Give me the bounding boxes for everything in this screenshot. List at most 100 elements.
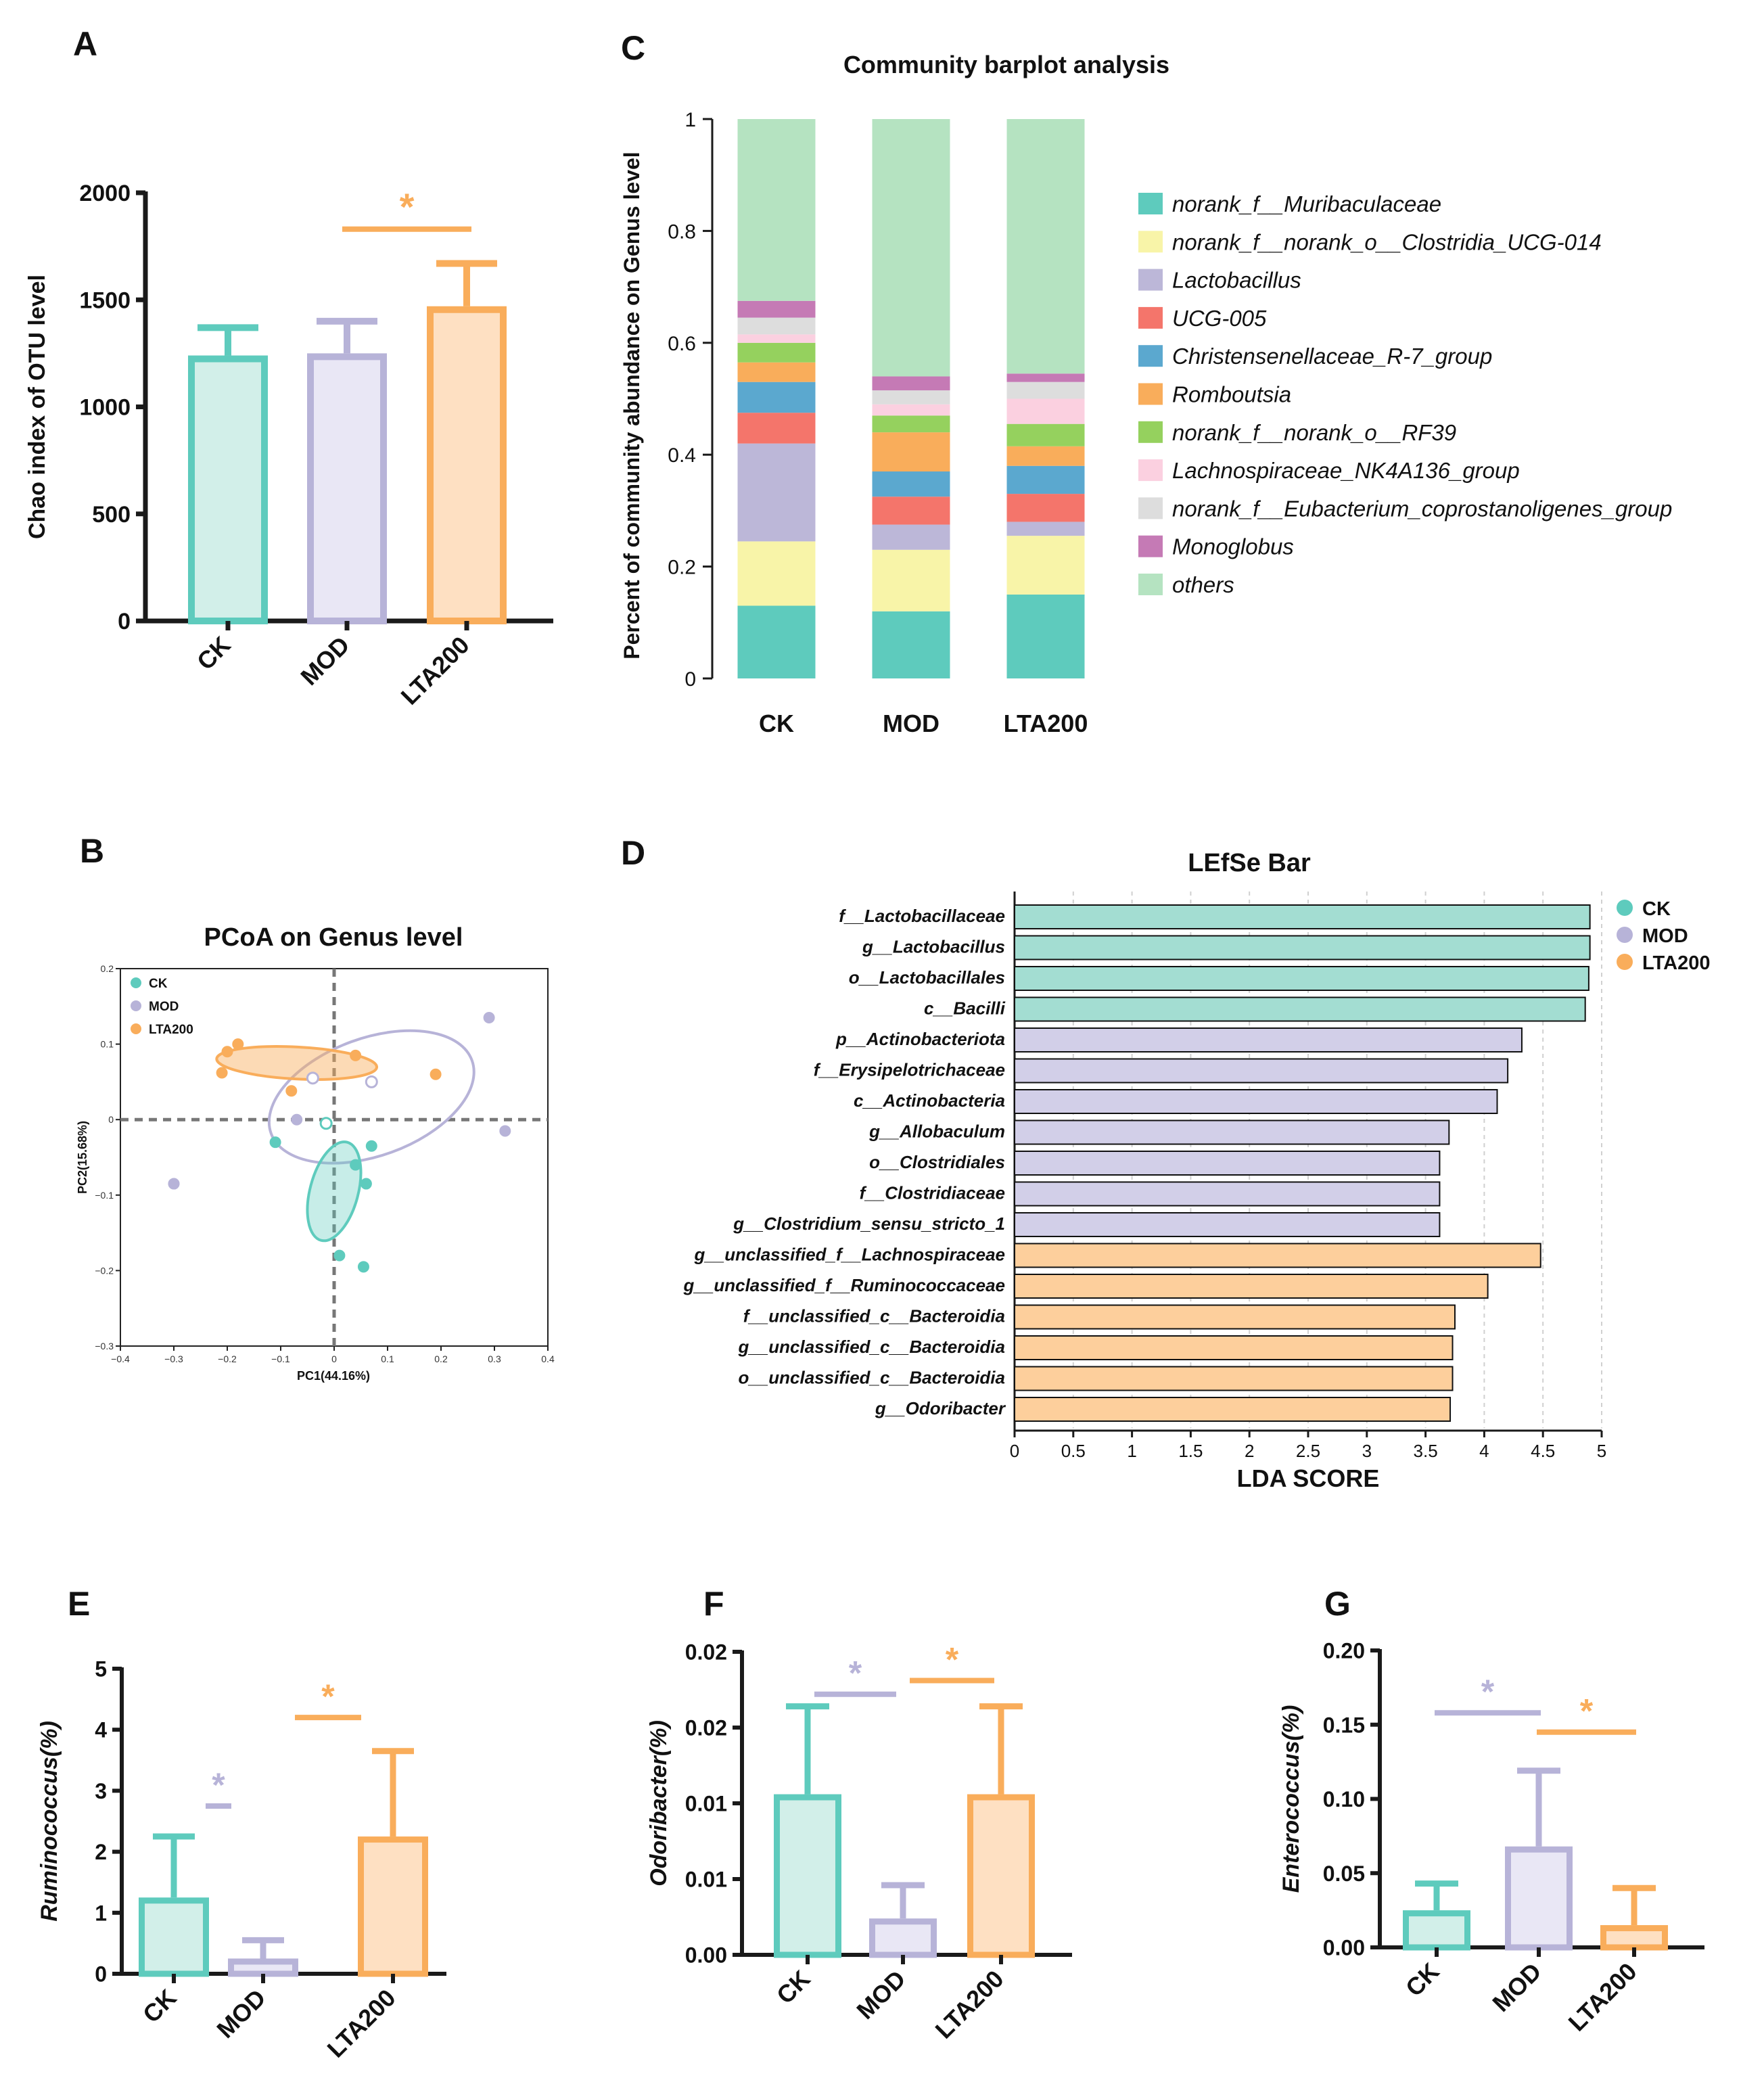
lda-bar-c-bacilli <box>1014 996 1586 1022</box>
stack-segment-ck-lachnospiraceae-nk4a136-group <box>737 334 816 343</box>
stack-segment-ck-lactobacillus <box>737 443 816 542</box>
y-tick-label: 1500 <box>79 287 131 313</box>
ellipse-ck <box>306 1140 363 1243</box>
significance-star-0: * <box>212 1766 225 1804</box>
significance-star-0: * <box>849 1655 862 1692</box>
lda-bar-g-unclassified-f-ruminococcaceae <box>1014 1274 1489 1299</box>
stack-segment-mod-romboutsia <box>872 432 950 472</box>
y-tick-label: 0.2 <box>668 557 696 579</box>
stack-segment-mod-others <box>872 119 950 377</box>
y-tick-label: 3 <box>95 1779 107 1803</box>
x-tick-label: 2.5 <box>1296 1441 1320 1461</box>
point-ck <box>350 1159 362 1171</box>
x-axis-label: PC1(44.16%) <box>297 1369 370 1383</box>
chart-title: PCoA on Genus level <box>204 923 463 952</box>
legend-swatch-christensenellaceae-r-7-group <box>1138 345 1163 367</box>
y-axis-label: Ruminococcus(%) <box>37 1721 62 1922</box>
lda-label-g-unclassified-f-lachnospiraceae: g__unclassified_f__Lachnospiraceae <box>693 1245 1005 1265</box>
point-lta200 <box>430 1068 442 1080</box>
x-tick-label: 0 <box>331 1354 337 1364</box>
panel-f: 0.00 0.01 0.01 0.02 0.02 Odoribacter(%) CK MOD L… <box>646 1640 1072 2044</box>
x-tick-label-ck: CK <box>759 710 794 737</box>
lda-bar-g-allobaculum <box>1014 1119 1450 1145</box>
panel-c: Community barplot analysis 0 0.2 0.4 0.6 0.8 1… <box>620 51 1672 737</box>
y-tick-label: 0.02 <box>685 1640 727 1665</box>
legend-swatch-norank-f-norank-o-clostridia-ucg-014 <box>1138 231 1163 253</box>
stack-segment-mod-norank-f-eubacterium-coprostanoligenes-group <box>872 390 950 404</box>
x-tick-label: 2 <box>1245 1441 1254 1461</box>
bar-mod <box>228 1958 298 1977</box>
lda-label-g-allobaculum: g__Allobaculum <box>868 1121 1005 1142</box>
lda-label-g-clostridium-sensu-stricto-1: g__Clostridium_sensu_stricto_1 <box>733 1213 1005 1234</box>
legend-swatch-others <box>1138 574 1163 595</box>
stack-segment-mod-lachnospiraceae-nk4a136-group <box>872 404 950 416</box>
x-tick-label-mod: MOD <box>883 710 939 737</box>
point-mod <box>291 1113 303 1126</box>
x-tick-label-ck: CK <box>137 1984 182 2029</box>
lda-label-c-actinobacteria: c__Actinobacteria <box>854 1090 1005 1111</box>
stack-segment-lta200-norank-f-muribaculaceae <box>1006 594 1085 678</box>
stack-segment-mod-lactobacillus <box>872 524 950 550</box>
panel-letter-g: G <box>1324 1585 1351 1623</box>
lda-bar-f-unclassified-c-bacteroidia <box>1014 1304 1456 1330</box>
stack-segment-lta200-romboutsia <box>1006 446 1085 466</box>
bar-ck <box>139 1897 209 1977</box>
x-tick-label-lta200: LTA200 <box>1004 710 1088 737</box>
legend-label-norank-f-norank-o-clostridia-ucg-014: norank_f__norank_o__Clostridia_UCG-014 <box>1172 229 1602 254</box>
x-tick-label-ck: CK <box>771 1965 816 2010</box>
y-tick-label: −0.3 <box>95 1341 114 1351</box>
legend-swatch-romboutsia <box>1138 383 1163 405</box>
x-tick-label: 3 <box>1362 1441 1372 1461</box>
y-tick-label: 5 <box>95 1657 107 1682</box>
x-tick-label-mod: MOD <box>211 1984 271 2043</box>
significance-star-1: * <box>1580 1692 1594 1730</box>
legend-label-ck: CK <box>1642 898 1671 920</box>
y-tick-label: 1000 <box>79 395 131 421</box>
y-tick-label: 0.6 <box>668 333 696 355</box>
y-tick-label: 0.20 <box>1323 1639 1365 1663</box>
legend-swatch-ucg-005 <box>1138 306 1163 329</box>
ellipse-lta200 <box>215 1045 379 1081</box>
lda-label-g-unclassified-f-ruminococcaceae: g__unclassified_f__Ruminococcaceae <box>683 1275 1005 1295</box>
stack-segment-ck-romboutsia <box>737 362 816 382</box>
y-tick-label: 0 <box>684 668 696 691</box>
x-tick-label-lta200: LTA200 <box>929 1965 1008 2044</box>
bar-lta200 <box>427 306 507 624</box>
lda-label-f-lactobacillaceae: f__Lactobacillaceae <box>839 906 1005 926</box>
panel-a: 0 500 1000 1500 2000 Chao index of OTU level C… <box>24 181 553 710</box>
point-mod <box>306 1071 319 1085</box>
point-mod <box>168 1178 180 1190</box>
stack-segment-ck-others <box>737 119 816 301</box>
x-tick-label-lta200: LTA200 <box>1562 1958 1642 2037</box>
x-tick-label: 4 <box>1479 1441 1489 1461</box>
bar-lta200 <box>358 1836 428 1977</box>
stack-segment-lta200-lactobacillus <box>1006 522 1085 536</box>
lda-bar-g-clostridium-sensu-stricto-1 <box>1014 1212 1441 1237</box>
lda-label-g-unclassified-c-bacteroidia: g__unclassified_c__Bacteroidia <box>737 1337 1005 1357</box>
legend-marker-ck <box>131 977 141 988</box>
lda-label-o-clostridiales: o__Clostridiales <box>869 1152 1005 1172</box>
x-tick-label: −0.1 <box>271 1354 290 1364</box>
legend-marker-ck <box>1617 900 1633 916</box>
lda-bar-f-erysipelotrichaceae <box>1014 1058 1509 1084</box>
x-tick-label-mod: MOD <box>1487 1958 1546 2017</box>
stack-segment-mod-norank-f-norank-o-clostridia-ucg-014 <box>872 549 950 611</box>
legend-label-monoglobus: Monoglobus <box>1172 534 1294 559</box>
lda-label-g-odoribacter: g__Odoribacter <box>875 1398 1006 1418</box>
legend-label-norank-f-eubacterium-coprostanoligenes-group: norank_f__Eubacterium_coprostanoligenes_… <box>1172 496 1672 521</box>
y-axis-label: Percent of community abundance on Genus … <box>620 152 644 659</box>
y-tick-label: 0.01 <box>685 1792 727 1816</box>
stack-segment-ck-norank-f-norank-o-clostridia-ucg-014 <box>737 541 816 606</box>
legend-label-romboutsia: Romboutsia <box>1172 382 1291 407</box>
x-axis-label: LDA SCORE <box>1237 1464 1380 1492</box>
chart-title: Community barplot analysis <box>843 51 1169 78</box>
legend-marker-lta200 <box>131 1023 141 1034</box>
y-tick-label: 0.2 <box>101 963 114 974</box>
x-tick-label: 0.4 <box>541 1354 555 1364</box>
x-tick-label: 0 <box>1010 1441 1019 1461</box>
legend-label-christensenellaceae-r-7-group: Christensenellaceae_R-7_group <box>1172 344 1492 369</box>
significance-star-1: * <box>946 1641 959 1679</box>
y-tick-label: 0 <box>118 609 131 634</box>
y-tick-label: −0.2 <box>95 1265 114 1276</box>
